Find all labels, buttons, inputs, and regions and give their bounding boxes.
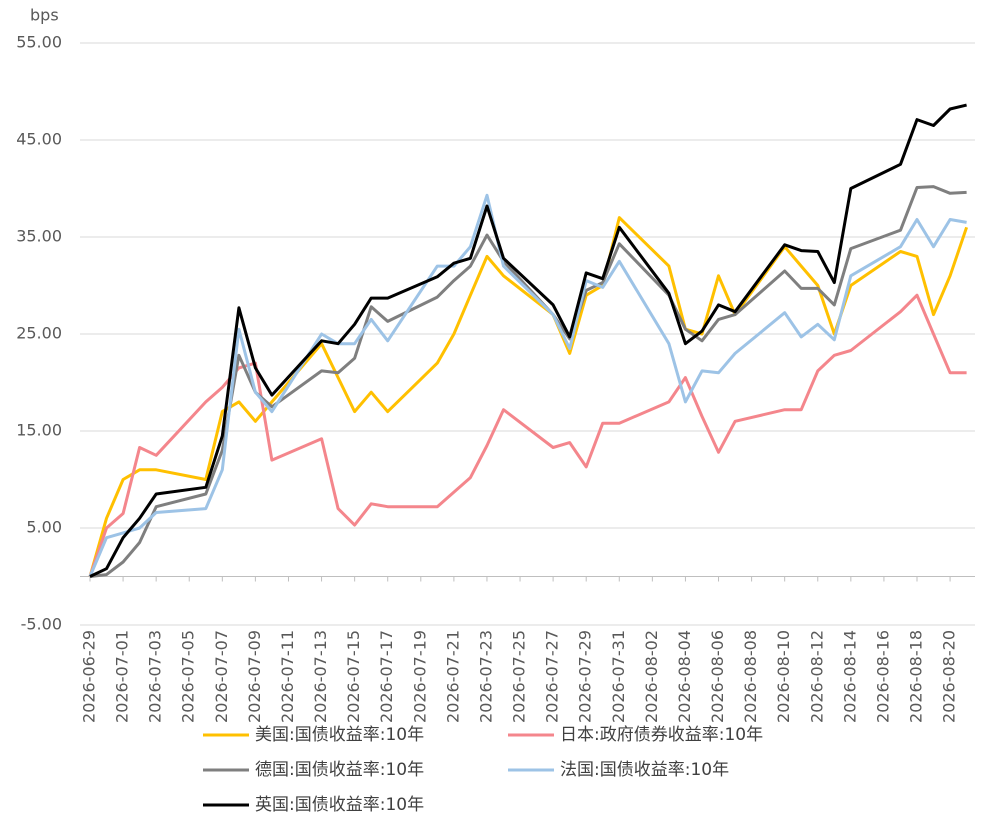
- y-axis-label: bps: [30, 6, 59, 25]
- x-tick-label: 2026-07-19: [410, 630, 429, 723]
- x-tick-label: 2026-06-29: [80, 630, 99, 723]
- legend-label: 德国:国债收益率:10年: [255, 760, 424, 780]
- x-tick-label: 2026-07-07: [212, 630, 231, 723]
- legend-label: 日本:政府债券收益率:10年: [560, 725, 763, 745]
- x-tick-label: 2026-07-31: [609, 630, 628, 723]
- x-tick-label: 2026-07-03: [146, 630, 165, 723]
- x-tick-label: 2026-07-17: [377, 630, 396, 723]
- x-tick-label: 2026-07-11: [278, 630, 297, 723]
- y-tick-label: 5.00: [26, 518, 62, 537]
- x-tick-label: 2026-07-27: [543, 630, 562, 723]
- x-tick-label: 2026-07-13: [311, 630, 330, 723]
- x-tick-label: 2026-08-06: [708, 630, 727, 723]
- series-line: [88, 193, 967, 578]
- y-tick-label: 15.00: [16, 421, 62, 440]
- x-tick-label: 2026-08-14: [840, 630, 859, 723]
- legend-label: 英国:国债收益率:10年: [255, 795, 424, 815]
- x-tick-label: 2026-08-20: [940, 630, 959, 723]
- x-tick-label: 2026-07-15: [344, 630, 363, 723]
- x-tick-label: 2026-08-02: [642, 630, 661, 723]
- x-tick-label: 2026-08-04: [675, 630, 694, 723]
- x-tick-label: 2026-08-08: [741, 630, 760, 723]
- y-tick-label: 45.00: [16, 130, 62, 149]
- x-tick-label: 2026-07-01: [113, 630, 132, 723]
- x-tick-label: 2026-08-18: [907, 630, 926, 723]
- legend-label: 美国:国债收益率:10年: [255, 725, 424, 745]
- x-tick-label: 2026-07-05: [179, 630, 198, 723]
- series-line: [89, 103, 967, 578]
- x-tick-label: 2026-08-10: [774, 630, 793, 723]
- x-tick-label: 2026-07-23: [476, 630, 495, 723]
- x-tick-label: 2026-07-21: [443, 630, 462, 723]
- x-tick-label: 2026-08-12: [807, 630, 826, 723]
- series-line: [89, 185, 967, 578]
- x-tick-label: 2026-07-09: [245, 630, 264, 723]
- y-tick-label: 35.00: [16, 227, 62, 246]
- legend-label: 法国:国债收益率:10年: [560, 760, 729, 780]
- x-tick-label: 2026-07-29: [576, 630, 595, 723]
- y-tick-label: 25.00: [16, 324, 62, 343]
- x-tick-label: 2026-07-25: [510, 630, 529, 723]
- y-tick-label: -5.00: [21, 615, 62, 634]
- y-tick-label: 55.00: [16, 33, 62, 52]
- x-tick-label: 2026-08-16: [873, 630, 892, 723]
